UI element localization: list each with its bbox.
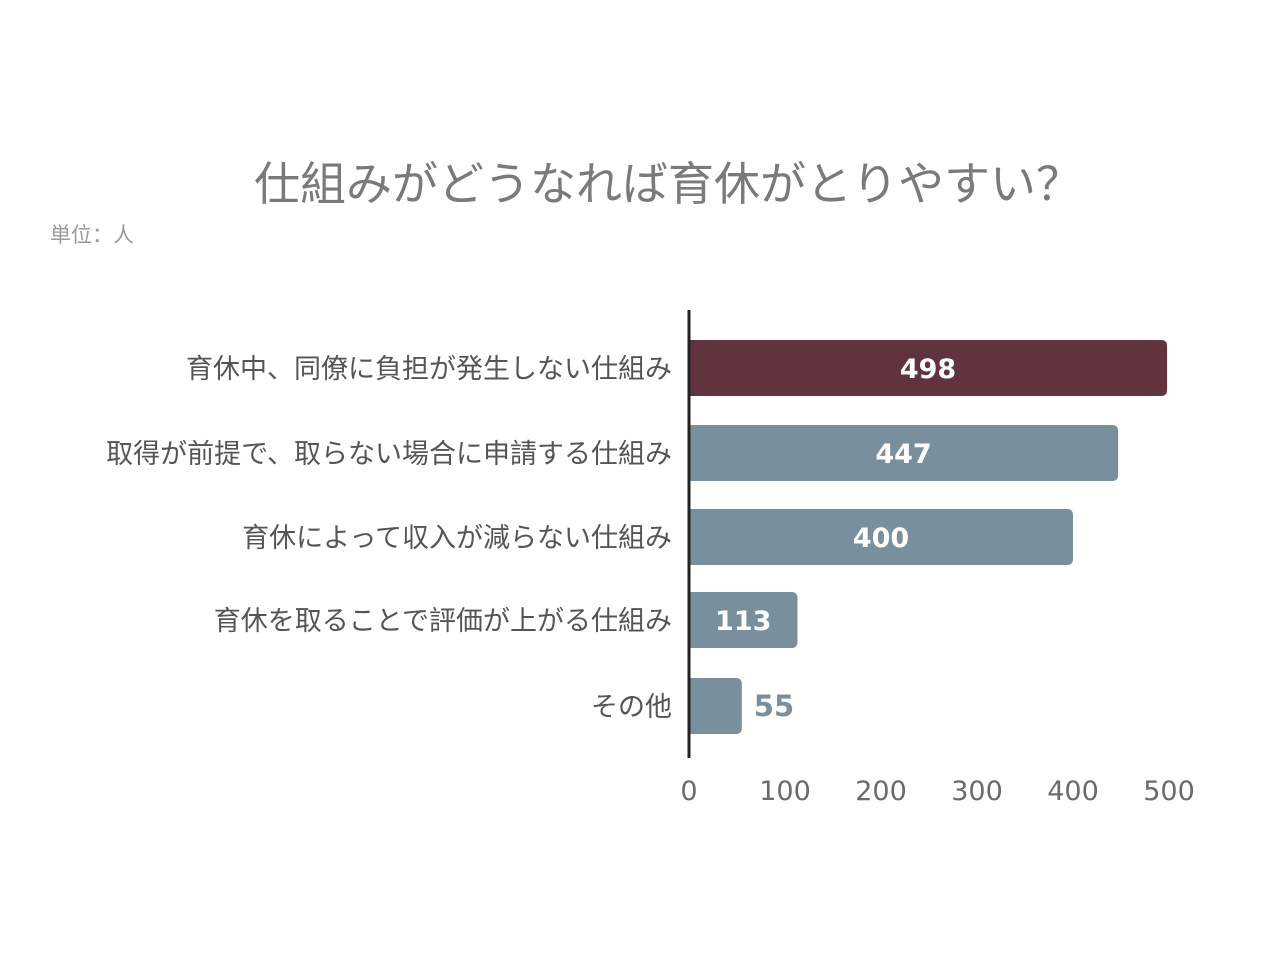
- x-tick-200: 200: [855, 776, 907, 807]
- data-label-0: 498: [900, 354, 956, 385]
- x-tick-500: 500: [1143, 776, 1195, 807]
- data-label-4: 55: [754, 689, 794, 723]
- bars-group: [689, 340, 1168, 734]
- data-label-1: 447: [875, 439, 931, 470]
- category-labels: 育休中、同僚に負担が発生しない仕組み取得が前提で、取らない場合に申請する仕組み育…: [106, 354, 672, 723]
- x-tick-300: 300: [951, 776, 1003, 807]
- category-label-3: 育休を取ることで評価が上がる仕組み: [214, 606, 672, 637]
- x-tick-0: 0: [680, 776, 697, 807]
- bar-1: [689, 425, 1119, 481]
- data-label-3: 113: [715, 606, 771, 637]
- bar-4: [689, 678, 742, 734]
- chart-title: 仕組みがどうなれば育休がとりやすい？: [254, 157, 1082, 211]
- category-label-0: 育休中、同僚に負担が発生しない仕組み: [186, 354, 672, 385]
- bar-2: [689, 509, 1073, 565]
- x-axis-ticks: 0 100 200 300 400 500: [680, 776, 1194, 807]
- bar-3: [689, 592, 798, 648]
- bar-0: [689, 340, 1168, 396]
- data-labels: 498 447 400 113 55: [715, 354, 956, 723]
- category-label-4: その他: [591, 692, 672, 723]
- category-label-1: 取得が前提で、取らない場合に申請する仕組み: [106, 439, 672, 470]
- x-tick-400: 400: [1047, 776, 1099, 807]
- category-label-2: 育休によって収入が減らない仕組み: [242, 523, 672, 554]
- unit-label: 単位：人: [50, 223, 134, 247]
- data-label-2: 400: [853, 523, 909, 554]
- x-tick-100: 100: [759, 776, 811, 807]
